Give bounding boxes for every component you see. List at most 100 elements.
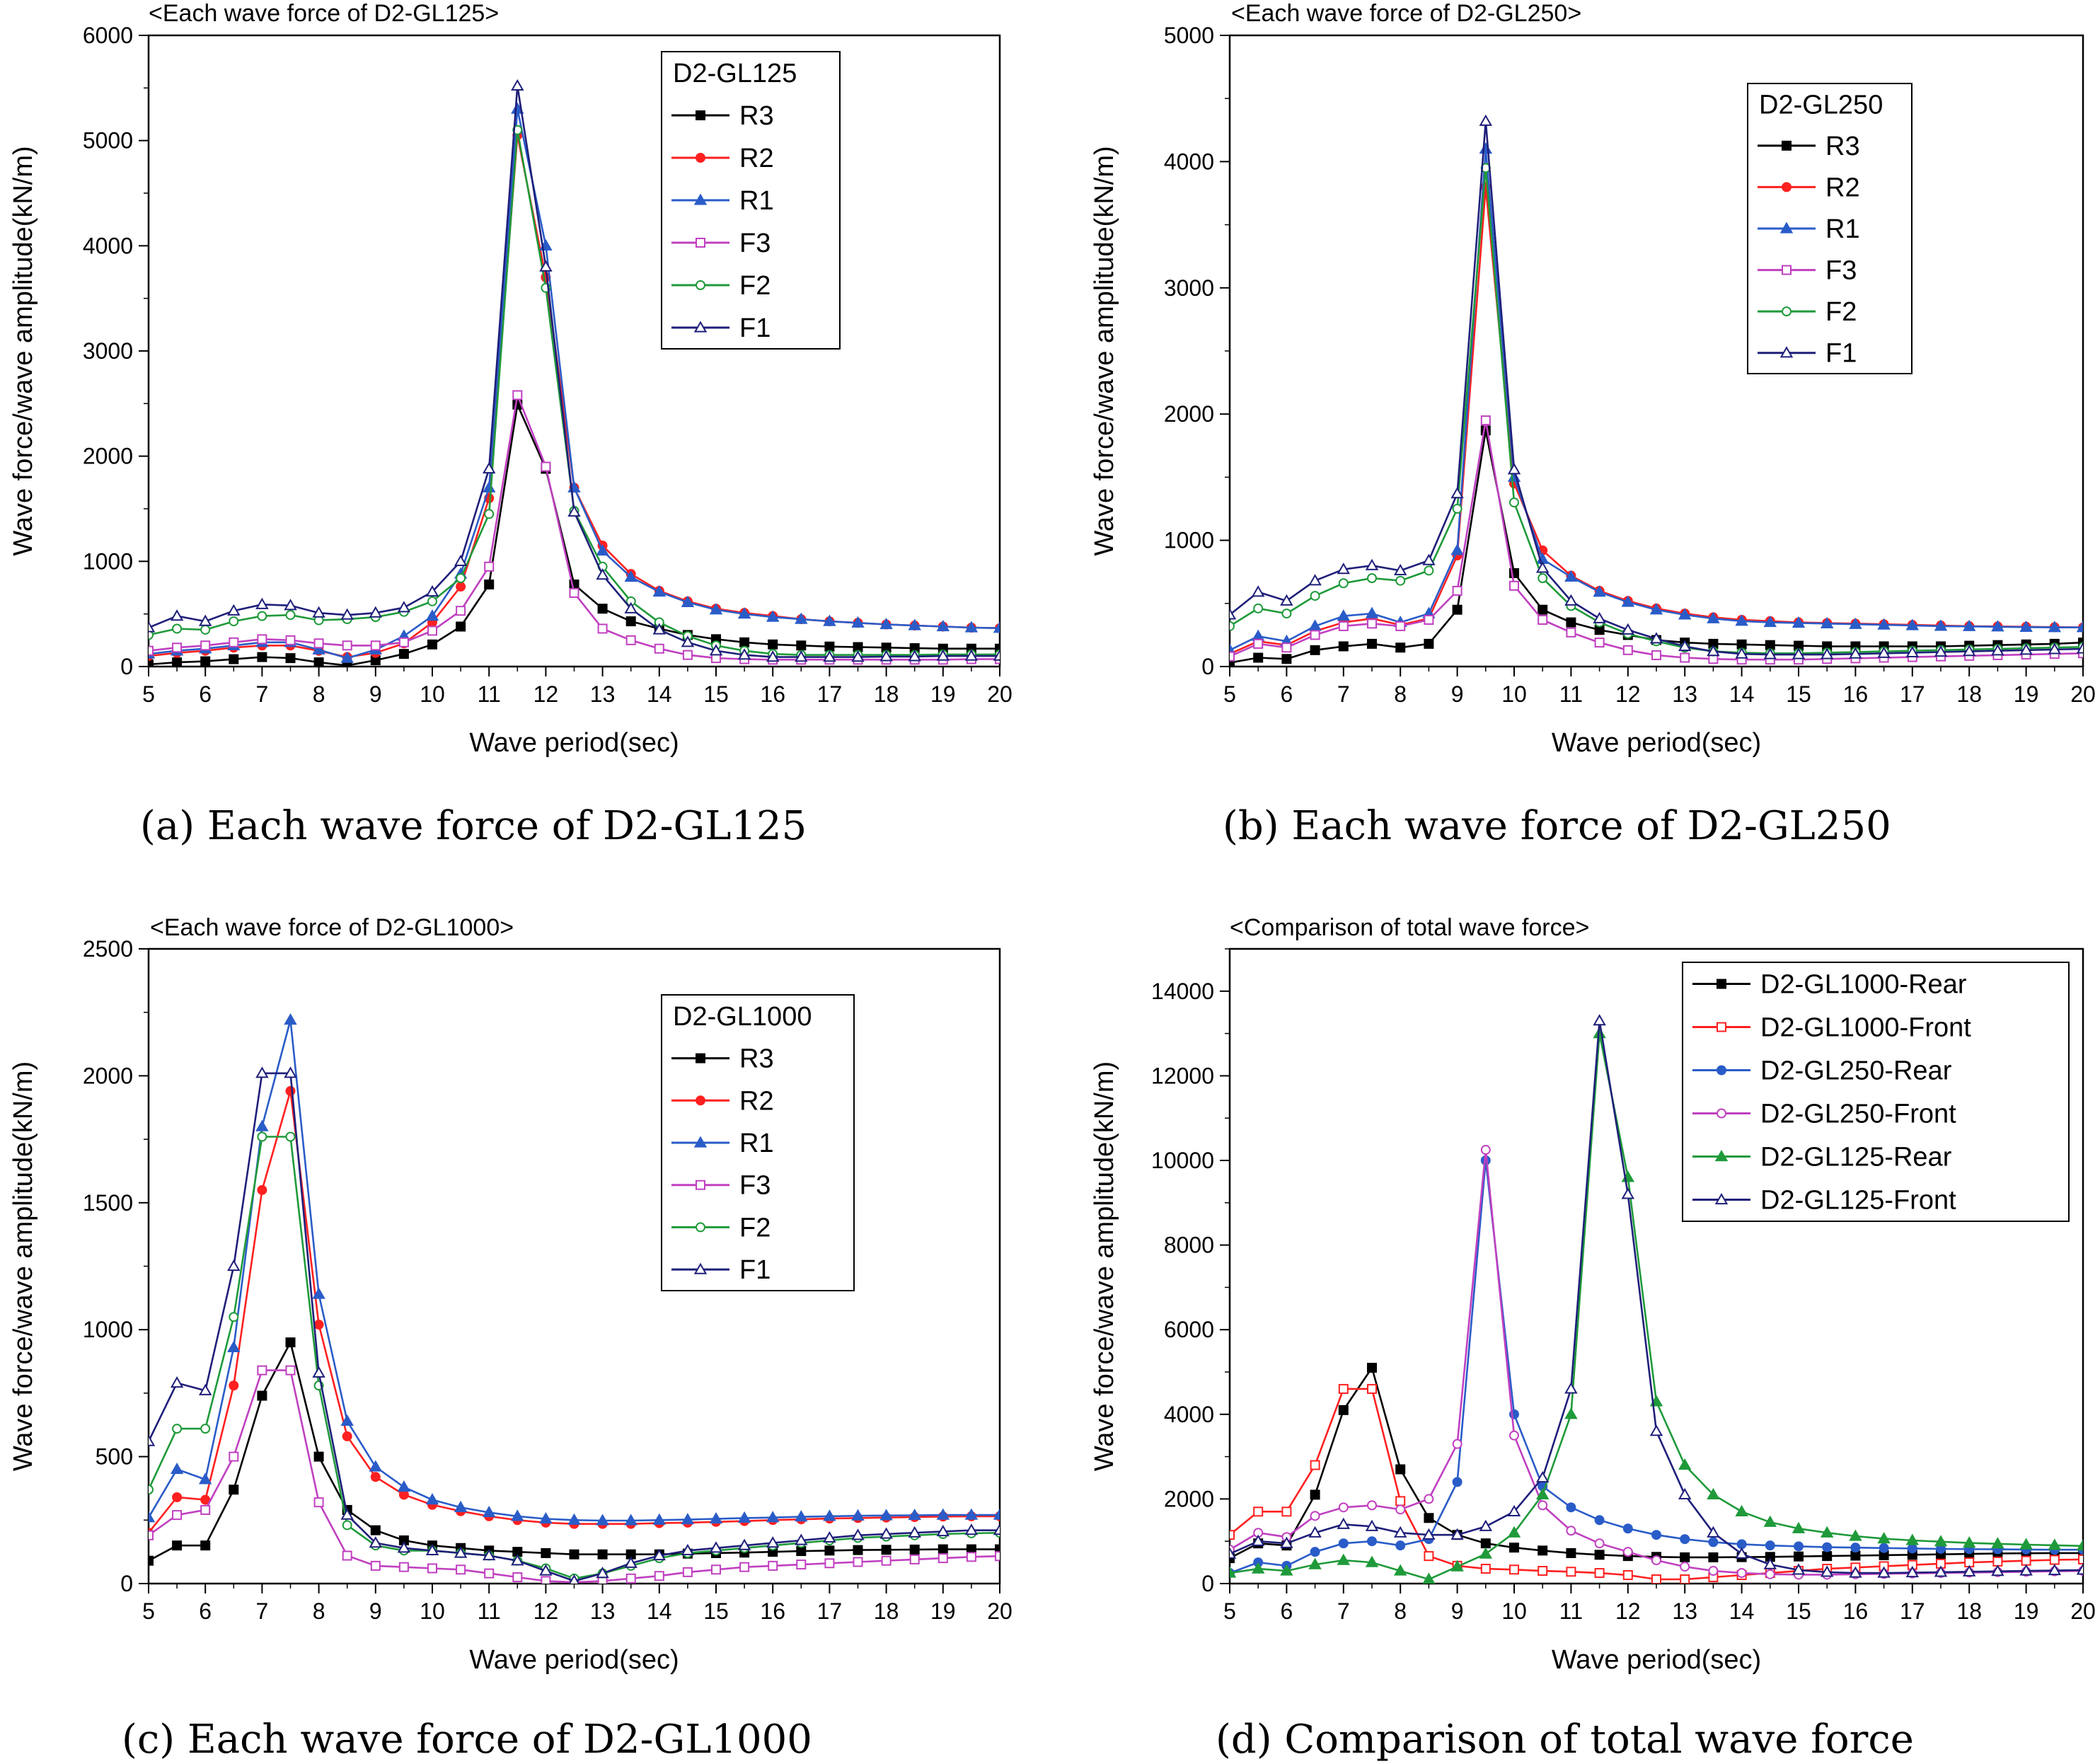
data-point (1792, 1521, 1806, 1533)
data-point (1253, 652, 1264, 663)
series-line (1230, 1160, 2083, 1574)
data-point (342, 1550, 352, 1561)
data-point (1962, 619, 1976, 631)
x-axis: 5 6 7 8 9 10 11 12 13 14 15 16 17 18 19 20 Wave period(s… (1223, 667, 2096, 758)
legend-item: R3 (671, 1044, 774, 1074)
panel-header: <Each wave force of D2-GL125> (149, 0, 499, 27)
x-tick-label: 20 (987, 681, 1012, 707)
series-line (1230, 149, 2083, 651)
data-point (1707, 645, 1720, 657)
data-point (2048, 1563, 2062, 1576)
data-point (2019, 643, 2033, 655)
series-f2 (1230, 163, 2083, 659)
legend-marker (696, 1180, 705, 1190)
data-point (456, 606, 466, 616)
data-point (709, 603, 723, 615)
data-point (1905, 1533, 1920, 1545)
data-point (1251, 629, 1265, 641)
data-point (1594, 1550, 1605, 1560)
data-point (853, 1545, 863, 1555)
data-point (1337, 563, 1351, 575)
data-point (2076, 621, 2083, 633)
data-point (257, 1184, 267, 1195)
data-point (285, 1131, 296, 1142)
legend-label: F3 (1825, 256, 1857, 286)
data-point (1678, 639, 1692, 652)
y-tick-label: 0 (1201, 1571, 1214, 1596)
data-point (172, 1510, 183, 1521)
x-tick-label: 16 (760, 681, 785, 707)
x-axis-label: Wave period(sec) (1552, 1645, 1761, 1675)
data-point (1621, 1187, 1635, 1199)
legend-item: F2 (1758, 297, 1857, 327)
series-line (1230, 420, 2083, 661)
x-tick-label: 11 (1559, 681, 1583, 707)
data-point (1934, 645, 1948, 657)
x-tick-label: 9 (369, 1598, 382, 1624)
series-d2-gl125-front (1230, 1014, 2083, 1578)
data-point (1450, 543, 1464, 555)
x-tick-label: 19 (930, 681, 956, 707)
data-point (1535, 1470, 1550, 1483)
data-point (1422, 1528, 1436, 1540)
legend-item: D2-GL250-Front (1692, 1100, 1956, 1129)
data-point (681, 595, 695, 607)
data-point (1649, 1424, 1663, 1436)
x-tick-label: 9 (1451, 681, 1464, 707)
data-point (1507, 1526, 1521, 1538)
x-axis-label: Wave period(sec) (469, 1645, 679, 1675)
x-tick-label: 16 (1843, 1598, 1869, 1624)
x-tick-label: 8 (1394, 681, 1407, 707)
y-axis: 0 500 1000 1500 2000 2500 Wave force/wave ampl… (8, 936, 149, 1596)
y-tick-label: 2000 (1164, 1486, 1214, 1511)
data-point (1424, 1513, 1434, 1523)
data-point (257, 652, 267, 662)
data-point (257, 634, 267, 645)
data-point (425, 1543, 439, 1555)
data-point (200, 640, 211, 651)
panel-d: <Comparison of total wave force> (d) Com… (1090, 914, 2096, 1763)
legend-item: D2-GL1000-Rear (1692, 970, 1967, 1000)
y-tick-label: 4000 (83, 233, 133, 258)
data-point (427, 596, 437, 606)
data-point (1564, 1382, 1578, 1394)
data-point (1367, 1383, 1377, 1394)
data-point (1507, 463, 1521, 475)
data-point (1424, 1494, 1434, 1504)
x-tick-label: 13 (590, 1598, 616, 1624)
data-point (229, 637, 239, 647)
panel-header: <Comparison of total wave force> (1230, 914, 1589, 941)
data-point (1905, 618, 1920, 630)
legend-marker (693, 1262, 708, 1274)
data-point (597, 1549, 608, 1560)
x-axis-label: Wave period(sec) (1552, 728, 1761, 758)
x-tick-label: 17 (817, 1598, 843, 1624)
data-point (709, 1511, 723, 1524)
series-r3 (149, 399, 1000, 667)
panel-a: <Each wave force of D2-GL125> (a) Each w… (8, 0, 1012, 849)
data-point (1822, 1542, 1833, 1552)
legend-marker (1782, 182, 1792, 192)
data-point (909, 1554, 920, 1564)
data-point (1708, 1537, 1719, 1547)
x-tick-label: 19 (2014, 681, 2039, 707)
legend-label: F1 (739, 1255, 771, 1285)
data-point (936, 619, 950, 632)
data-point (737, 1538, 751, 1550)
data-point (149, 621, 156, 633)
data-point (200, 624, 211, 635)
data-point (369, 1536, 383, 1548)
panel-header: <Each wave force of D2-GL1000> (150, 914, 514, 941)
data-point (964, 1508, 979, 1520)
legend-marker (1779, 221, 1794, 234)
data-point (285, 1337, 296, 1348)
data-point (569, 587, 579, 598)
data-point (1338, 1538, 1349, 1549)
data-point (257, 1131, 267, 1142)
series-d2-gl125-rear (1230, 1027, 2083, 1584)
data-point (370, 1560, 381, 1571)
y-axis-label: Wave force/wave amplitude(kN/m) (1090, 1061, 1119, 1471)
data-point (456, 582, 466, 592)
data-point (1535, 561, 1550, 573)
